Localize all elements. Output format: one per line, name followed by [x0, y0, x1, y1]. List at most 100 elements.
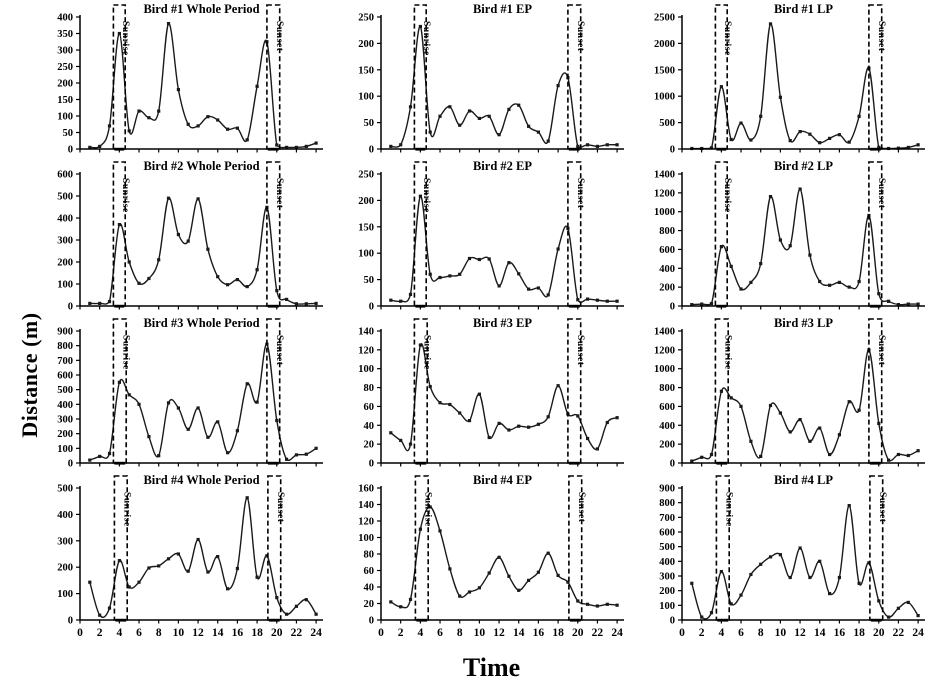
- y-tick-label: 700: [57, 356, 73, 367]
- data-point-markers: [88, 496, 318, 617]
- x-tick-label: 4: [116, 627, 122, 639]
- sunset-band-label: Sunset: [275, 492, 285, 523]
- y-tick-label: 500: [57, 484, 73, 495]
- y-tick-label: 100: [57, 280, 73, 291]
- y-tick-label: 140: [358, 327, 374, 338]
- y-tick-label: 20: [364, 599, 375, 610]
- y-tick-label: 1000: [654, 92, 675, 103]
- y-tick-label: 1200: [654, 345, 675, 356]
- sunset-band: Sunset: [567, 318, 585, 465]
- x-tick-label: 8: [457, 627, 463, 639]
- y-tick-label: 0: [68, 145, 73, 156]
- chart-bird2-whole: Sunrise Sunset 0 100 200 300 400 500 600 Bird #2 …: [57, 159, 323, 313]
- y-tick-label: 200: [659, 586, 675, 597]
- sunset-band: Sunset: [567, 161, 585, 308]
- chart-panel-bird3-ep: Sunrise Sunset 0 20 40 60 80 100 120 140 Bird #3 E…: [331, 316, 632, 473]
- y-tick-label: 0: [670, 145, 675, 156]
- y-tick-label: 350: [57, 29, 73, 40]
- chart-title: Bird #4 EP: [473, 473, 532, 487]
- sunrise-band-label: Sunrise: [421, 335, 431, 370]
- y-tick-label: 800: [659, 498, 675, 509]
- y-tick-label: 50: [364, 275, 375, 286]
- chart-bird4-lp: Sunrise Sunset010020030040050060070080090…: [659, 473, 925, 639]
- data-point-markers: [690, 504, 920, 619]
- y-tick-label: 800: [57, 341, 73, 352]
- data-point-markers: [690, 187, 920, 307]
- y-tick-label: 50: [63, 128, 74, 139]
- axes: 0 500 1000 1500 2000 2500: [654, 13, 925, 156]
- chart-title: Bird #1 Whole Period: [143, 2, 259, 16]
- sunrise-band-label: Sunrise: [722, 178, 732, 213]
- y-tick-label: 0: [68, 302, 73, 313]
- sunrise-band: Sunrise: [413, 318, 431, 465]
- sunset-band-label: Sunset: [274, 21, 284, 52]
- x-tick-label: 8: [156, 627, 162, 639]
- chart-bird3-whole: Sunrise Sunset 0 100 200 300 400 500 600 700 800 90…: [57, 316, 323, 470]
- sunrise-band: Sunrise: [714, 161, 732, 308]
- x-tick-label: 24: [611, 627, 623, 639]
- x-tick-label: 22: [291, 627, 303, 639]
- y-tick-label: 140: [358, 500, 374, 511]
- y-tick-label: 200: [659, 440, 675, 451]
- x-tick-label: 14: [212, 627, 224, 639]
- y-tick-label: 400: [659, 264, 675, 275]
- x-tick-label: 2: [699, 627, 705, 639]
- y-tick-label: 100: [358, 364, 374, 375]
- y-tick-label: 500: [659, 118, 675, 129]
- sunrise-band-label: Sunrise: [120, 178, 130, 213]
- y-tick-label: 60: [364, 566, 375, 577]
- chart-panel-bird2-whole: Sunrise Sunset 0 100 200 300 400 500 600 Bird #2 …: [30, 159, 331, 316]
- y-tick-label: 40: [364, 421, 375, 432]
- chart-panel-bird2-lp: Sunrise Sunset 0 200 400 600 800 1000 1200 1400 Bi…: [632, 159, 933, 316]
- sunset-band-label: Sunset: [576, 492, 586, 523]
- chart-panel-bird2-ep: Sunrise Sunset 0 50 100 150 200 250 Bird #2 EP: [331, 159, 632, 316]
- y-tick-label: 40: [364, 583, 375, 594]
- y-tick-label: 0: [369, 302, 374, 313]
- x-tick-label: 24: [310, 627, 322, 639]
- y-tick-label: 100: [57, 589, 73, 600]
- chart-title: Bird #4 LP: [774, 473, 833, 487]
- y-tick-label: 600: [57, 371, 73, 382]
- y-tick-label: 150: [57, 95, 73, 106]
- y-tick-label: 100: [659, 601, 675, 612]
- chart-title: Bird #3 EP: [473, 316, 532, 330]
- x-tick-label: 14: [513, 627, 525, 639]
- sunrise-band: Sunrise: [413, 4, 431, 151]
- y-tick-label: 80: [364, 383, 375, 394]
- x-tick-label: 2: [97, 627, 103, 639]
- chart-title: Bird #2 Whole Period: [143, 159, 259, 173]
- y-tick-label: 900: [659, 484, 675, 495]
- y-tick-label: 400: [57, 400, 73, 411]
- sunrise-band-label: Sunrise: [120, 335, 130, 370]
- sunrise-band-label: Sunrise: [421, 178, 431, 213]
- x-tick-label: 22: [893, 627, 905, 639]
- y-tick-label: 120: [358, 517, 374, 528]
- y-tick-label: 1200: [654, 188, 675, 199]
- chart-panel-bird4-whole: Sunrise Sunset 0 100 200 300 400 500 0 2 4 6 8 10 12 14…: [30, 473, 331, 659]
- y-tick-label: 0: [369, 145, 374, 156]
- y-tick-label: 500: [57, 192, 73, 203]
- x-tick-label: 6: [738, 627, 744, 639]
- sunrise-band-label: Sunrise: [722, 335, 732, 370]
- sunset-band-label: Sunset: [876, 178, 886, 209]
- data-point-markers: [389, 194, 619, 303]
- x-tick-label: 14: [814, 627, 826, 639]
- data-point-markers: [88, 196, 318, 306]
- y-tick-label: 500: [659, 542, 675, 553]
- y-tick-label: 400: [659, 557, 675, 568]
- sunrise-band: Sunrise: [113, 475, 131, 622]
- y-tick-label: 600: [659, 402, 675, 413]
- y-tick-label: 200: [57, 79, 73, 90]
- sunset-band-label: Sunset: [575, 335, 585, 366]
- sunset-band-label: Sunset: [877, 492, 887, 523]
- chart-grid: Sunrise Sunset 0 50 100 150 200 250 300 350 400 Bir…: [30, 2, 933, 659]
- y-tick-label: 300: [57, 415, 73, 426]
- y-tick-label: 300: [57, 236, 73, 247]
- x-tick-label: 24: [912, 627, 924, 639]
- y-tick-label: 600: [659, 528, 675, 539]
- y-tick-label: 0: [68, 616, 73, 627]
- y-tick-label: 100: [57, 444, 73, 455]
- y-tick-label: 1500: [654, 65, 675, 76]
